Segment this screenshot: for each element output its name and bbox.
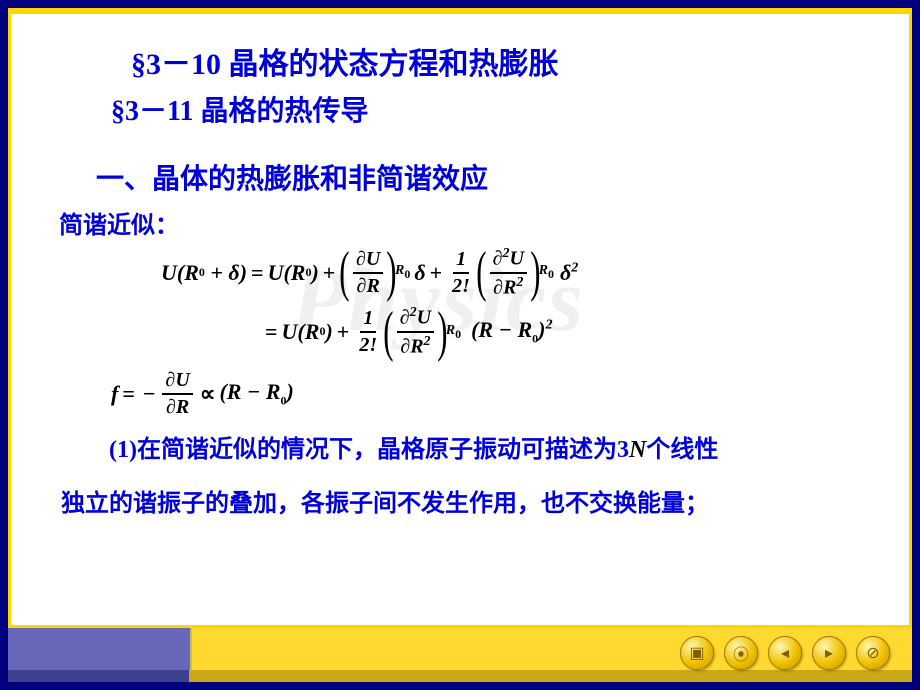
eq1-sub2: R0 bbox=[539, 263, 554, 282]
slide-frame: Physics §3－10 晶格的状态方程和热膨胀 §3－11 晶格的热传导 一… bbox=[8, 8, 912, 628]
bottom-bar: ▣ ⦿ ◂ ▸ ⊘ bbox=[8, 628, 912, 682]
eq1-plus2: + bbox=[430, 260, 443, 286]
bottom-bar-shadow bbox=[8, 670, 912, 682]
equation-2: = U(R0) + 1 2! ( ∂2U ∂R2 ) R0 (R − R0)2 bbox=[261, 305, 869, 358]
slide-content: §3－10 晶格的状态方程和热膨胀 §3－11 晶格的热传导 一、晶体的热膨胀和… bbox=[11, 14, 909, 539]
body-N: N bbox=[629, 437, 646, 463]
lparen-icon: ( bbox=[476, 250, 486, 295]
eq3-prop: ∝ bbox=[200, 381, 216, 407]
eq2-sub2: R0 bbox=[446, 323, 461, 342]
nav-buttons: ▣ ⦿ ◂ ▸ ⊘ bbox=[680, 636, 890, 670]
eq1-frac1: ∂U ∂R bbox=[353, 248, 383, 298]
eq2-tail: (R − R0)2 bbox=[471, 317, 552, 346]
rparen-icon: ) bbox=[437, 310, 447, 355]
last-button[interactable]: ⊘ bbox=[856, 636, 890, 670]
eq1-lhs: U(R0 + δ) bbox=[161, 260, 247, 286]
next-button[interactable]: ▸ bbox=[812, 636, 846, 670]
body-p1a: (1)在简谐近似的情况下，晶格原子振动可描述为3 bbox=[109, 437, 629, 463]
eq3-rhs: (R − R0) bbox=[219, 379, 293, 408]
eq2-t1: U(R0) bbox=[282, 319, 333, 345]
eq1-fracC: 1 2! bbox=[449, 248, 473, 298]
equation-3: f = − ∂U ∂R ∝ (R − R0) bbox=[111, 369, 869, 419]
subhead-harmonic: 简谐近似： bbox=[59, 205, 869, 240]
eq1-equals: = bbox=[251, 260, 264, 286]
stop-button[interactable]: ▣ bbox=[680, 636, 714, 670]
eq2-fracC: 1 2! bbox=[356, 307, 380, 357]
eq3-frac: ∂U ∂R bbox=[162, 369, 192, 419]
eq3-eq: = bbox=[122, 381, 135, 407]
eq2-equals: = bbox=[265, 319, 278, 345]
rparen-icon: ) bbox=[387, 250, 397, 295]
eq1-t1: U(R0) bbox=[268, 260, 319, 286]
section-title-1: §3－10 晶格的状态方程和热膨胀 bbox=[131, 39, 869, 83]
eq1-sub1: R0 bbox=[395, 263, 410, 282]
body-paragraph: (1)在简谐近似的情况下，晶格原子振动可描述为3N个线性 bbox=[61, 425, 869, 475]
eq1-plus1: + bbox=[323, 260, 336, 286]
rparen-icon: ) bbox=[530, 250, 540, 295]
lparen-icon: ( bbox=[383, 310, 393, 355]
prev-button[interactable]: ◂ bbox=[768, 636, 802, 670]
eq3-lhs: f bbox=[111, 381, 118, 407]
eq1-delta1: δ bbox=[414, 260, 425, 286]
body-paragraph-2: 独立的谐振子的叠加，各振子间不发生作用，也不交换能量； bbox=[61, 479, 869, 529]
lparen-icon: ( bbox=[340, 250, 350, 295]
equation-1: U(R0 + δ) = U(R0) + ( ∂U ∂R ) R0 δ + 1 2… bbox=[161, 246, 869, 299]
first-button[interactable]: ⦿ bbox=[724, 636, 758, 670]
eq1-frac2: ∂2U ∂R2 bbox=[490, 246, 527, 299]
eq1-delta2: δ2 bbox=[560, 260, 578, 286]
eq2-frac2: ∂2U ∂R2 bbox=[397, 305, 434, 358]
eq3-neg: − bbox=[143, 381, 156, 407]
heading-1: 一、晶体的热膨胀和非简谐效应 bbox=[96, 157, 869, 197]
eq2-plus1: + bbox=[337, 319, 350, 345]
section-title-2: §3－11 晶格的热传导 bbox=[111, 89, 869, 129]
body-p1b: 个线性 bbox=[646, 437, 718, 463]
